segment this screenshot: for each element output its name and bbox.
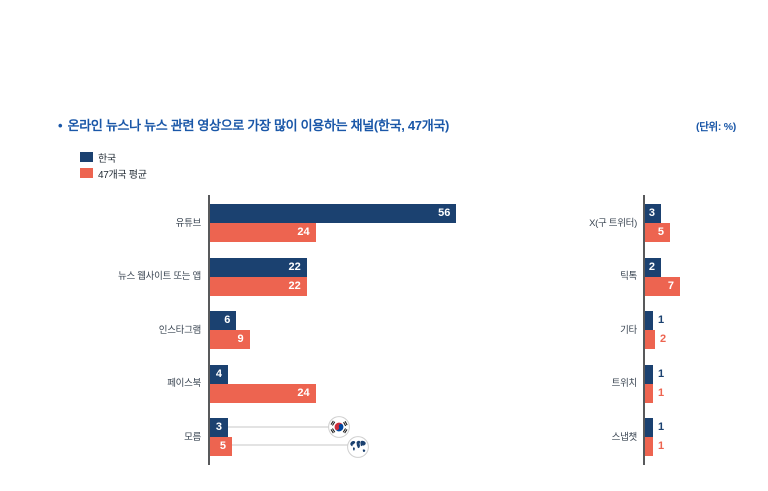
bar-korea: 3: [210, 418, 228, 437]
bar-korea: [645, 311, 653, 330]
value-label: 22: [288, 279, 301, 292]
bar-average: [645, 383, 653, 403]
bar-korea: 56: [210, 204, 457, 223]
value-label: 2: [660, 333, 667, 345]
value-label: 7: [667, 279, 674, 292]
value-label: 3: [215, 421, 222, 433]
category-label: 유튜브: [175, 217, 202, 229]
bar-average: [645, 330, 655, 349]
value-label: 56: [438, 207, 451, 219]
globe-icon: [347, 436, 369, 458]
bar-korea: 3: [645, 204, 661, 223]
legend-item-korea: 한국: [80, 149, 147, 165]
value-label: 9: [237, 333, 244, 345]
bar-average: 7: [645, 276, 680, 296]
bar-korea: 22: [210, 257, 307, 277]
value-label: 3: [648, 207, 655, 219]
value-label: 22: [288, 260, 301, 273]
value-label: 1: [658, 367, 665, 380]
bar-korea: 2: [645, 257, 661, 277]
bar-average: 24: [210, 383, 316, 403]
korea-swatch: [80, 152, 93, 162]
value-label: 6: [224, 314, 231, 326]
bar-average: 9: [210, 330, 250, 349]
page-title: 온라인 뉴스나 뉴스 관련 영상으로 가장 많이 이용하는 채널(한국, 47개…: [67, 118, 450, 133]
left-panel-axis: [208, 195, 210, 465]
bar-average: 5: [645, 223, 670, 242]
category-label: 스냅챗: [611, 431, 638, 443]
category-label: 뉴스 웹사이트 또는 앱: [118, 271, 201, 282]
value-label: 5: [657, 226, 664, 238]
value-label: 5: [219, 440, 226, 452]
average-connector-line: [232, 444, 348, 446]
legend: 한국 47개국 평균: [80, 149, 147, 181]
value-label: 24: [297, 386, 310, 399]
value-label: 4: [215, 367, 222, 380]
bar-korea: [645, 364, 653, 384]
category-label: 틱톡: [620, 271, 637, 282]
value-label: 1: [658, 314, 665, 326]
value-label: 24: [297, 226, 310, 238]
page-title-row: • 온라인 뉴스나 뉴스 관련 영상으로 가장 많이 이용하는 채널(한국, 4…: [58, 115, 449, 134]
value-label: 2: [648, 260, 655, 273]
category-label: 페이스북: [167, 378, 201, 389]
value-label: 1: [658, 440, 665, 452]
bar-korea: [645, 418, 653, 437]
bar-average: 22: [210, 276, 307, 296]
legend-item-average: 47개국 평균: [80, 165, 147, 181]
bar-average: [645, 437, 653, 456]
value-label: 1: [658, 421, 665, 433]
korea-connector-line: [228, 426, 329, 428]
bar-average: 5: [210, 437, 232, 456]
right-panel-axis: [643, 195, 645, 465]
legend-label-korea: 한국: [98, 153, 116, 165]
category-label: 모름: [184, 431, 201, 443]
category-label: 기타: [620, 324, 637, 336]
title-bullet: •: [58, 118, 63, 133]
bar-korea: 4: [210, 364, 228, 384]
unit-note: (단위: %): [696, 121, 736, 133]
category-label: 인스타그램: [158, 324, 202, 336]
korea-flag-icon: [328, 416, 350, 438]
bar-korea: 6: [210, 311, 237, 330]
value-label: 1: [658, 386, 665, 399]
bar-average: 24: [210, 223, 316, 242]
average-swatch: [80, 168, 93, 178]
legend-label-average: 47개국 평균: [98, 169, 147, 181]
category-label: X(구 트위터): [589, 217, 637, 229]
category-label: 트위치: [611, 378, 638, 389]
